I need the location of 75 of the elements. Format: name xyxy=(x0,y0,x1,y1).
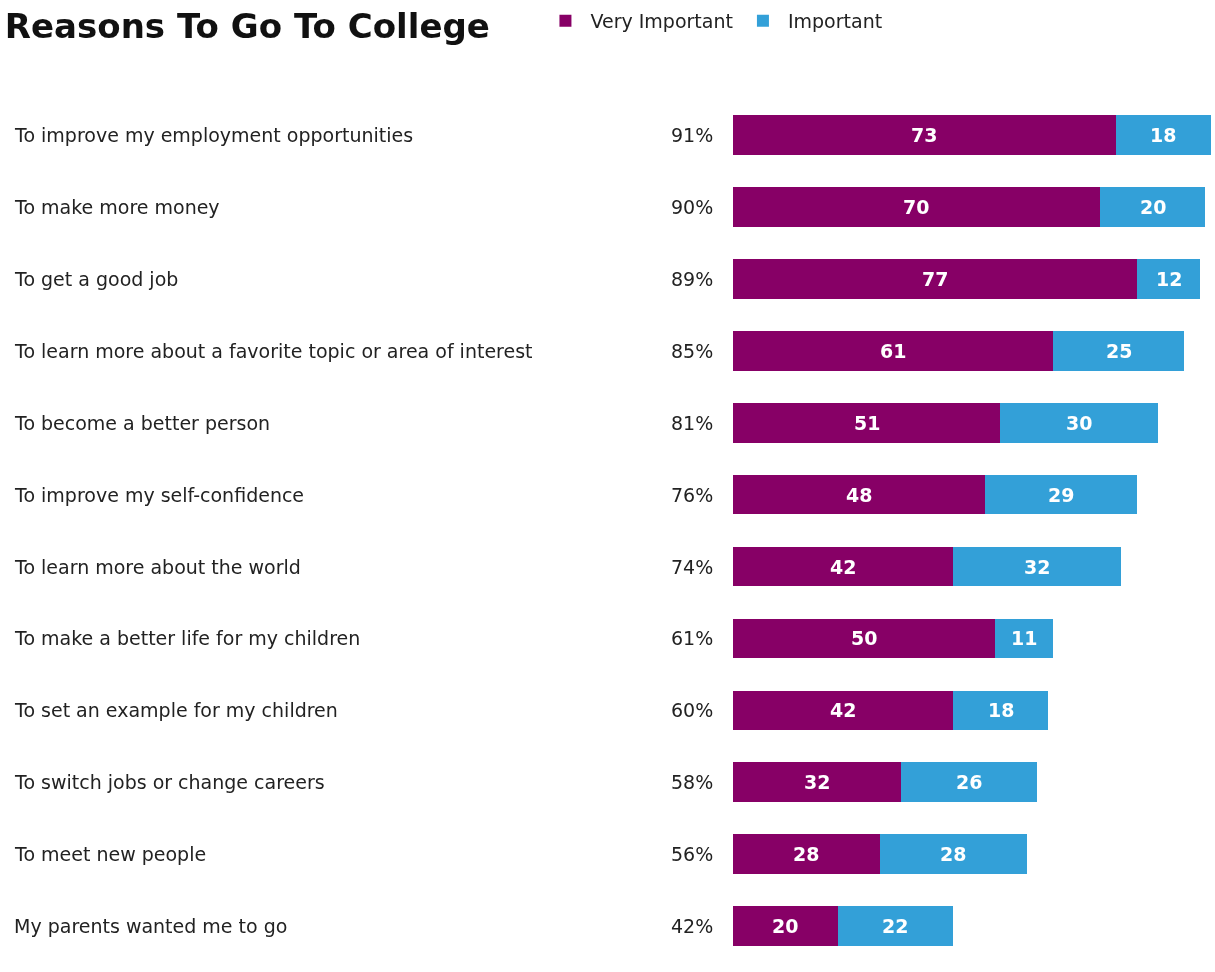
y-tick-label: To learn more about a favorite topic or area of interest xyxy=(14,340,533,362)
y-tick-label: To set an example for my children xyxy=(14,699,338,721)
text: Reasons To Go To College xyxy=(4,6,490,47)
total-label: 60% xyxy=(671,699,714,721)
bar xyxy=(732,906,838,946)
bar xyxy=(732,834,880,874)
y-tick-label: To learn more about the world xyxy=(14,556,301,578)
data-label: 32 xyxy=(1024,556,1051,578)
data-label: 70 xyxy=(903,196,930,218)
data-label: 32 xyxy=(804,771,831,793)
bar xyxy=(995,618,1054,659)
bar xyxy=(732,618,996,659)
y-tick-label: To meet new people xyxy=(14,843,207,865)
y-tick-label: To improve my employment opportunities xyxy=(14,124,414,146)
data-label: 20 xyxy=(772,915,799,937)
bar xyxy=(1116,115,1211,155)
bar xyxy=(732,546,954,587)
bar xyxy=(732,115,1117,155)
y-tick-label: To become a better person xyxy=(14,412,271,434)
data-label: 30 xyxy=(1066,412,1093,434)
total-label: 74% xyxy=(671,556,714,578)
data-label: 26 xyxy=(956,771,983,793)
bar xyxy=(837,906,954,946)
bar xyxy=(900,762,1038,803)
total-label: 89% xyxy=(671,268,714,290)
data-label: 42 xyxy=(830,556,857,578)
data-label: 18 xyxy=(1150,124,1177,146)
data-label: 48 xyxy=(846,484,873,506)
data-label: 61 xyxy=(880,340,907,362)
data-label: 18 xyxy=(988,699,1015,721)
legend-label: Important xyxy=(787,10,883,33)
data-label: 12 xyxy=(1156,268,1183,290)
bar xyxy=(879,834,1027,874)
bar xyxy=(732,474,985,515)
bar xyxy=(1100,187,1206,227)
bar xyxy=(732,187,1101,227)
bar xyxy=(732,762,901,803)
bar xyxy=(1000,402,1159,443)
total-label: 90% xyxy=(671,196,714,218)
bar xyxy=(1053,331,1185,371)
total-label: 42% xyxy=(671,915,714,937)
bar xyxy=(953,546,1122,587)
bar xyxy=(732,259,1138,299)
y-tick-label: My parents wanted me to go xyxy=(14,915,288,937)
y-tick-label: To get a good job xyxy=(14,268,179,290)
y-tick-label: To make more money xyxy=(14,196,220,218)
legend-label: Very Important xyxy=(590,10,733,33)
bar xyxy=(984,474,1138,515)
data-label: 11 xyxy=(1011,627,1038,649)
data-label: 29 xyxy=(1048,484,1075,506)
data-label: 28 xyxy=(793,843,820,865)
total-label: 61% xyxy=(671,627,714,649)
total-label: 85% xyxy=(671,340,714,362)
data-label: 50 xyxy=(851,627,878,649)
bar xyxy=(732,690,954,731)
data-label: 73 xyxy=(911,124,938,146)
y-tick-label: To improve my self-confidence xyxy=(14,484,305,506)
data-label: 28 xyxy=(940,843,967,865)
total-label: 58% xyxy=(671,771,714,793)
data-label: 42 xyxy=(830,699,857,721)
total-label: 56% xyxy=(671,843,714,865)
data-label: 77 xyxy=(922,268,949,290)
data-label: 51 xyxy=(854,412,881,434)
data-label: 25 xyxy=(1106,340,1133,362)
bar xyxy=(732,402,1001,443)
data-label: 20 xyxy=(1140,196,1167,218)
y-tick-label: To switch jobs or change careers xyxy=(14,771,325,793)
bar xyxy=(953,690,1048,731)
bar xyxy=(1137,259,1201,299)
total-label: 91% xyxy=(671,124,714,146)
bar xyxy=(732,331,1054,371)
data-label: 22 xyxy=(882,915,909,937)
y-tick-label: To make a better life for my children xyxy=(14,627,361,649)
total-label: 81% xyxy=(671,412,714,434)
total-label: 76% xyxy=(671,484,714,506)
